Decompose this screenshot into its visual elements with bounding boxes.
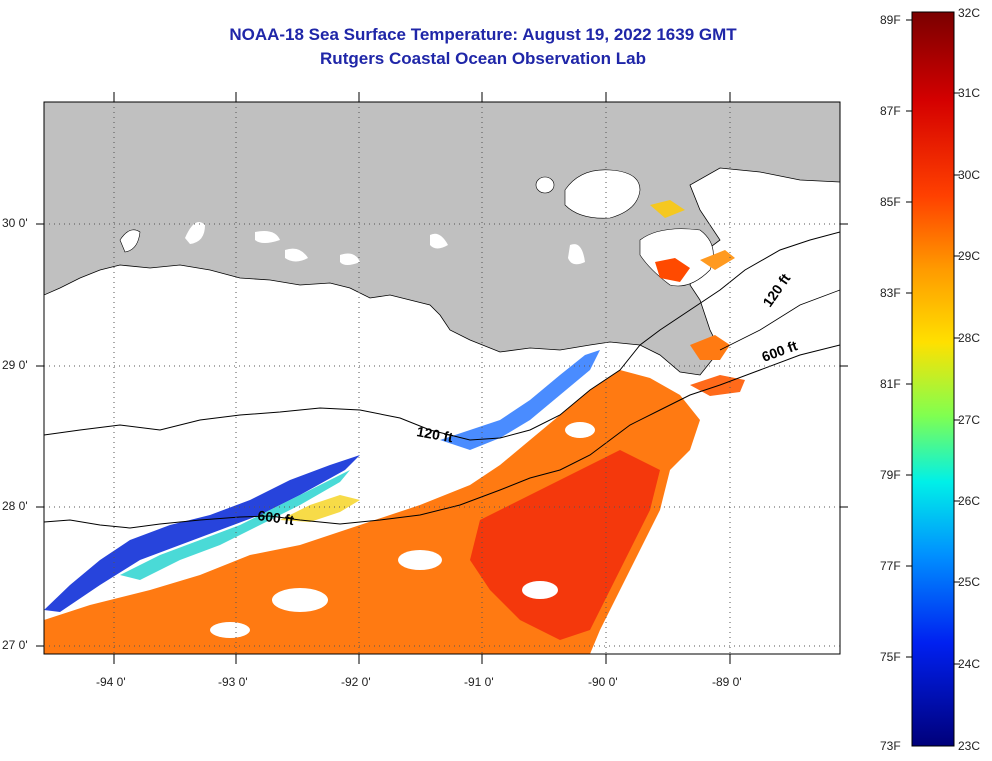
colorbar-f-label: 85F bbox=[880, 195, 901, 209]
plot-frame bbox=[43, 101, 841, 655]
x-tick-label: -89 0' bbox=[712, 675, 742, 689]
sst-hot-core bbox=[470, 450, 660, 640]
colorbar-f-label: 83F bbox=[880, 286, 901, 300]
x-tick-label: -90 0' bbox=[588, 675, 618, 689]
colorbar-ticks bbox=[906, 19, 960, 665]
colorbar-c-label: 27C bbox=[958, 413, 981, 427]
colorbar-f-label: 77F bbox=[880, 559, 901, 573]
colorbar-c-label: 25C bbox=[958, 575, 981, 589]
sst-teal-band bbox=[120, 470, 350, 580]
x-tick-label: -93 0' bbox=[218, 675, 248, 689]
colorbar-f-label: 75F bbox=[880, 650, 901, 664]
colorbar-c-label: 24C bbox=[958, 657, 981, 671]
colorbar-c-label: 26C bbox=[958, 494, 981, 508]
graticule bbox=[44, 102, 840, 654]
colorbar-c-label: 23C bbox=[958, 739, 981, 753]
y-tick-label: 27 0' bbox=[2, 638, 28, 652]
x-tick-label: -94 0' bbox=[96, 675, 126, 689]
sst-cool-band bbox=[44, 455, 360, 612]
x-tick-label: -91 0' bbox=[464, 675, 494, 689]
colorbar-f-label: 89F bbox=[880, 13, 901, 27]
y-tick-label: 30 0' bbox=[2, 216, 28, 230]
colorbar-f-label: 79F bbox=[880, 468, 901, 482]
colorbar-c-label: 32C bbox=[958, 6, 981, 20]
colorbar-f-label: 73F bbox=[880, 739, 901, 753]
axis-ticks bbox=[36, 92, 848, 664]
lake-maurepas bbox=[535, 176, 555, 194]
x-tick-label: -92 0' bbox=[341, 675, 371, 689]
colorbar-c-label: 29C bbox=[958, 249, 981, 263]
colorbar-c-label: 30C bbox=[958, 168, 981, 182]
isobath-600ft bbox=[44, 344, 840, 529]
colorbar bbox=[911, 11, 955, 747]
isobath-label-600ft-west: 600 ft bbox=[257, 507, 296, 528]
map-title: NOAA-18 Sea Surface Temperature: August … bbox=[229, 25, 737, 44]
sst-yellow-band bbox=[280, 495, 360, 522]
lake-pontchartrain bbox=[564, 169, 641, 219]
colorbar-c-label: 28C bbox=[958, 331, 981, 345]
sst-near-delta-cool bbox=[440, 350, 600, 450]
colorbar-f-label: 81F bbox=[880, 377, 901, 391]
lake-west bbox=[119, 229, 141, 253]
isobath-120ft-west bbox=[44, 231, 840, 441]
isobath-label-120ft-west: 120 ft bbox=[415, 423, 454, 445]
colorbar-f-label: 87F bbox=[880, 104, 901, 118]
y-tick-label: 29 0' bbox=[2, 358, 28, 372]
y-tick-label: 28 0' bbox=[2, 499, 28, 513]
map-subtitle: Rutgers Coastal Ocean Observation Lab bbox=[320, 49, 646, 68]
colorbar-c-label: 31C bbox=[958, 86, 981, 100]
